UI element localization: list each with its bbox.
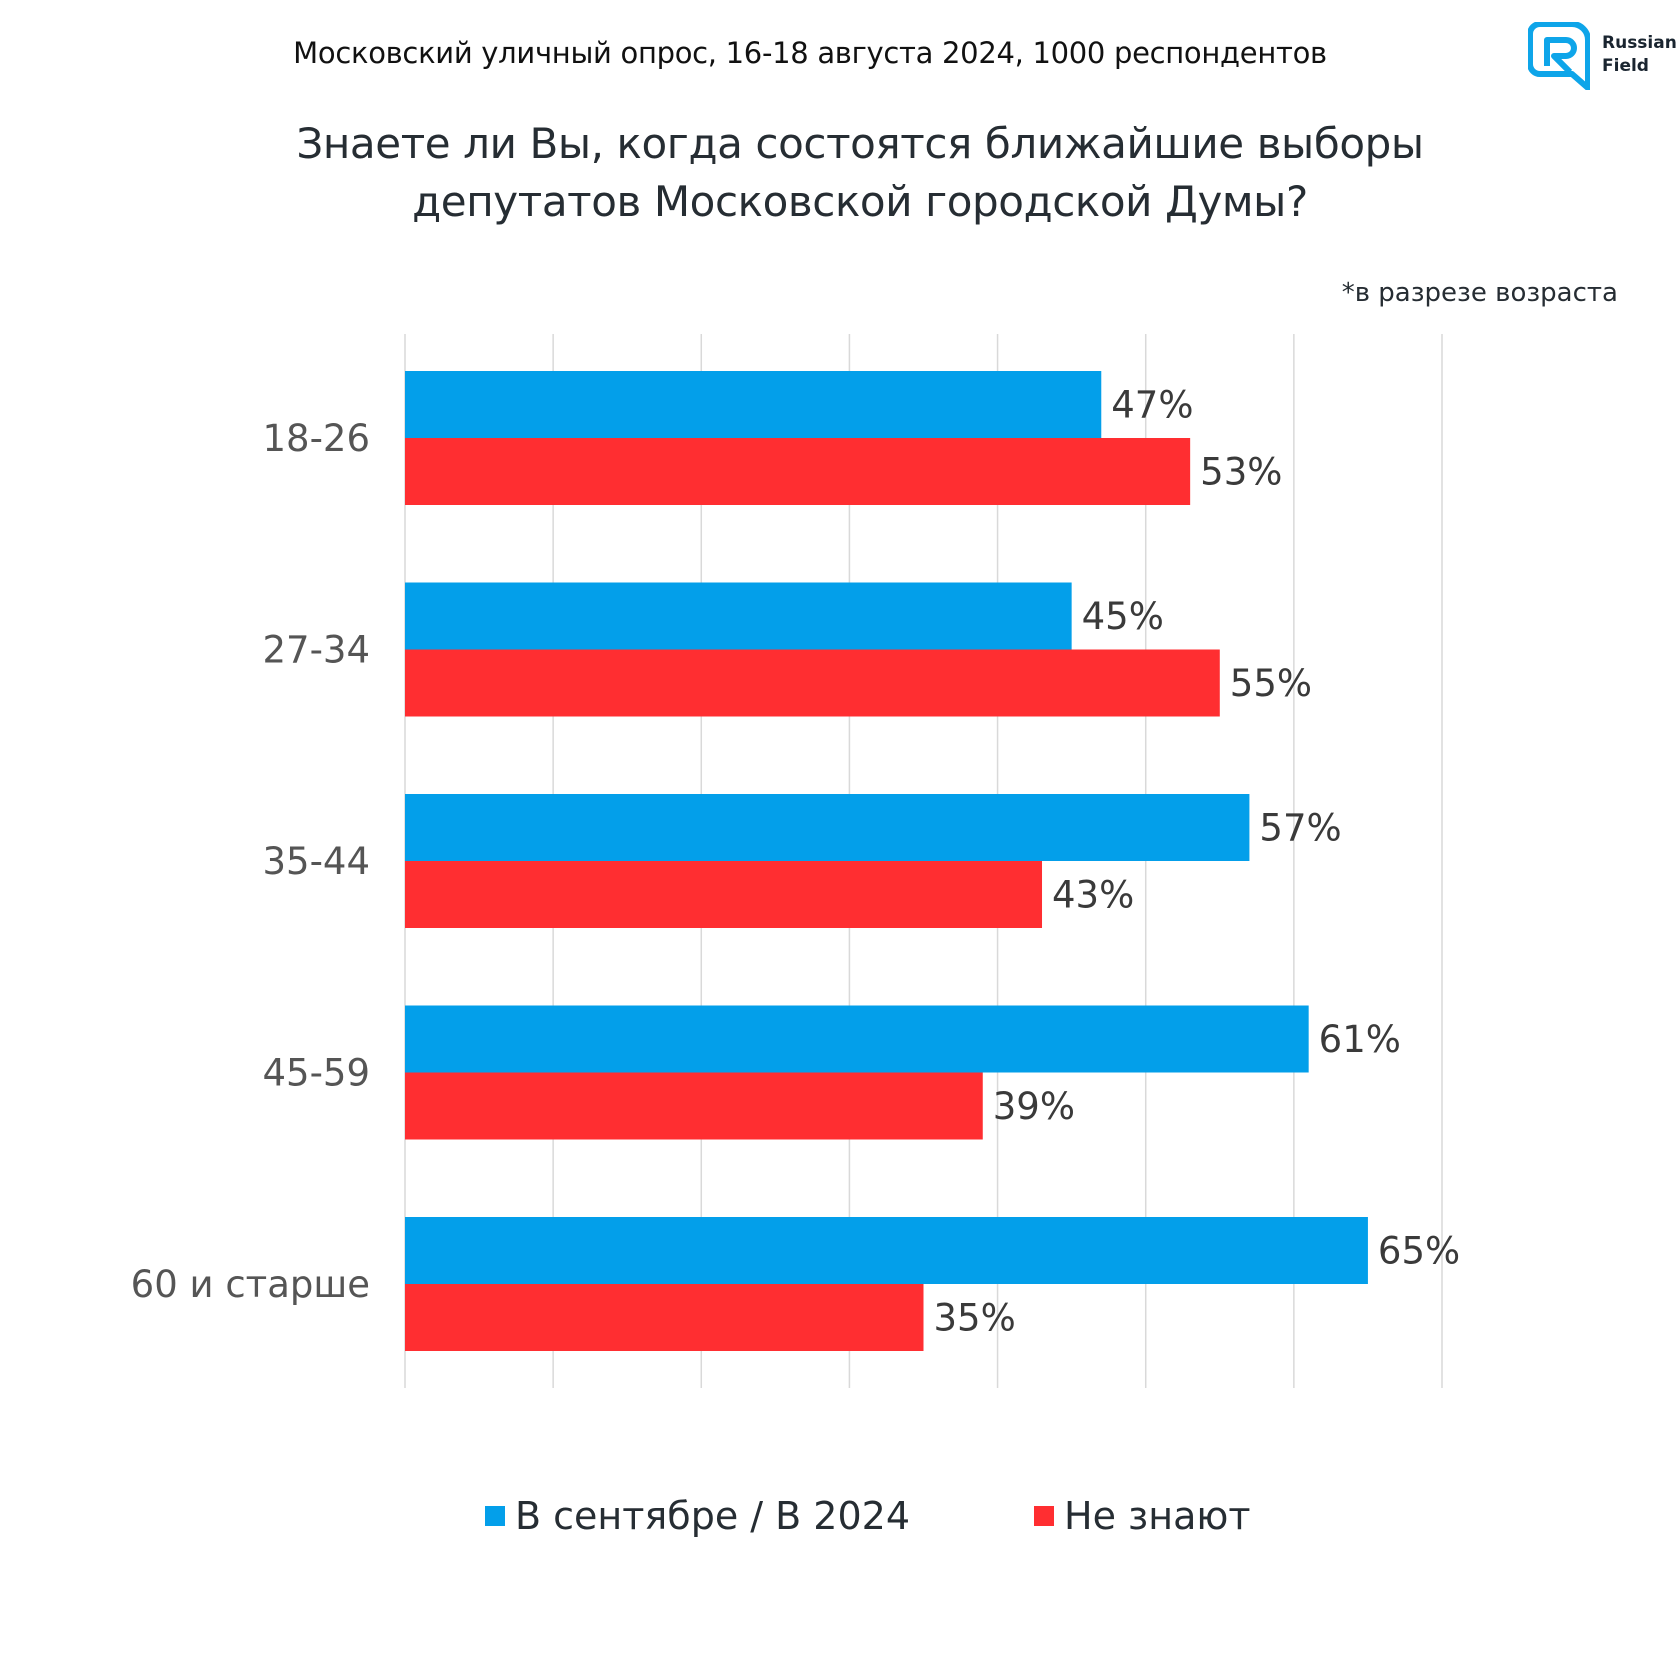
data-label: 55%	[1230, 662, 1312, 705]
data-label: 61%	[1319, 1018, 1401, 1061]
legend-item-series-1: В сентябре / В 2024	[485, 1494, 910, 1538]
category-label: 35-44	[262, 840, 370, 883]
data-label: 45%	[1082, 595, 1164, 638]
data-labels: 47%53% 45% 55% 57% 43% 61% 39% 65% 35%	[934, 384, 1461, 1340]
legend: В сентябре / В 2024 Не знают	[0, 1494, 1680, 1544]
logo-text-line2: Field	[1602, 56, 1649, 76]
legend-swatch-blue	[485, 1506, 505, 1526]
data-label: 35%	[934, 1297, 1016, 1340]
bar	[405, 1284, 924, 1351]
bar	[405, 582, 1072, 650]
data-label: 39%	[993, 1085, 1075, 1128]
chart-title-line-2: депутатов Московской городской Думы?	[412, 177, 1308, 226]
data-label: 65%	[1378, 1230, 1460, 1273]
category-label: 27-34	[262, 629, 370, 672]
category-label: 45-59	[262, 1052, 370, 1095]
bar	[405, 1217, 1368, 1284]
legend-item-series-2: Не знают	[1034, 1494, 1251, 1538]
data-label: 43%	[1052, 874, 1134, 917]
bar	[405, 1072, 983, 1140]
chart-title: Знаете ли Вы, когда состоятся ближайшие …	[0, 115, 1680, 231]
chart-title-line-1: Знаете ли Вы, когда состоятся ближайшие …	[296, 119, 1424, 168]
legend-label: В сентябре / В 2024	[515, 1494, 911, 1538]
logo-text-line1: Russian	[1602, 33, 1677, 53]
bar	[405, 1005, 1309, 1073]
bar	[405, 649, 1220, 717]
bar	[405, 438, 1191, 505]
survey-description: Московский уличный опрос, 16-18 августа …	[0, 36, 1680, 70]
logo-text: Russian Field	[1602, 32, 1677, 78]
chart-note: *в разрезе возраста	[1341, 278, 1618, 308]
bar	[405, 371, 1102, 438]
legend-label: Не знают	[1064, 1494, 1251, 1538]
category-label: 60 и старше	[131, 1263, 370, 1306]
bar	[405, 861, 1043, 928]
category-labels: 18-26 27-34 35-44 45-59 60 и старше	[131, 417, 370, 1306]
data-label: 47%	[1111, 384, 1193, 427]
survey-description-text: Московский уличный опрос, 16-18 августа …	[293, 36, 1327, 70]
category-label: 18-26	[262, 417, 370, 460]
bar	[405, 794, 1250, 861]
data-label: 53%	[1200, 451, 1282, 494]
russian-field-logo-icon	[1528, 22, 1590, 90]
brand-logo: Russian Field	[1528, 20, 1677, 92]
bars	[405, 371, 1368, 1351]
data-label: 57%	[1259, 807, 1341, 850]
legend-swatch-red	[1034, 1506, 1054, 1526]
